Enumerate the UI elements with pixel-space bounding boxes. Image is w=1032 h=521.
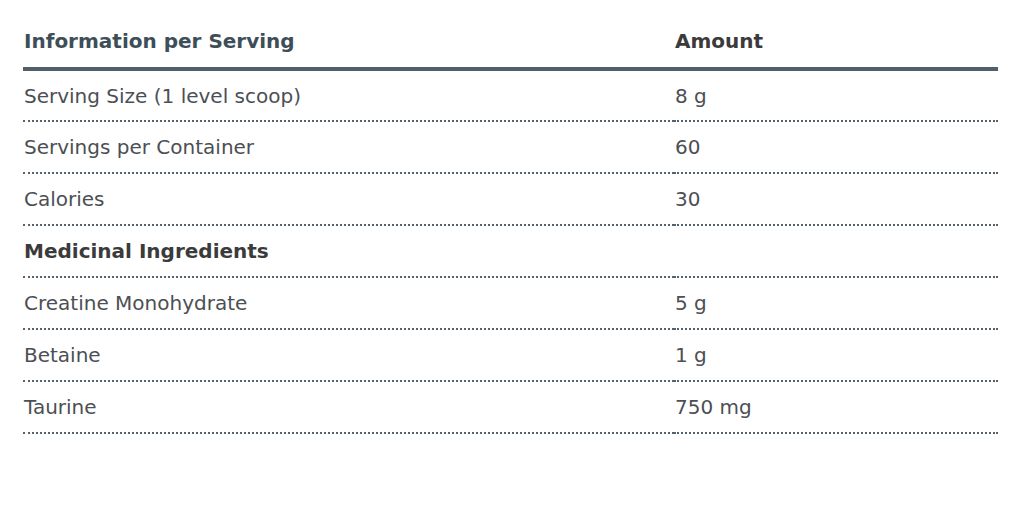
table-row: Taurine 750 mg: [23, 381, 998, 433]
row-amount: 60: [674, 121, 998, 173]
table-row: Servings per Container 60: [23, 121, 998, 173]
row-label: Creatine Monohydrate: [23, 277, 674, 329]
supplement-facts-table: Information per Serving Amount Serving S…: [23, 28, 998, 434]
table-row: Calories 30: [23, 173, 998, 225]
column-header-information-per-serving: Information per Serving: [23, 28, 674, 69]
supplement-facts-panel: Information per Serving Amount Serving S…: [0, 0, 1032, 434]
row-amount: 30: [674, 173, 998, 225]
row-amount: 8 g: [674, 69, 998, 121]
row-label: Serving Size (1 level scoop): [23, 69, 674, 121]
section-header-row: Medicinal Ingredients: [23, 225, 998, 277]
row-amount: 750 mg: [674, 381, 998, 433]
section-header-medicinal-ingredients: Medicinal Ingredients: [23, 225, 998, 277]
header-row: Information per Serving Amount: [23, 28, 998, 69]
column-header-amount: Amount: [674, 28, 998, 69]
row-label: Calories: [23, 173, 674, 225]
table-row: Serving Size (1 level scoop) 8 g: [23, 69, 998, 121]
table-row: Betaine 1 g: [23, 329, 998, 381]
row-label: Betaine: [23, 329, 674, 381]
table-row: Creatine Monohydrate 5 g: [23, 277, 998, 329]
row-label: Taurine: [23, 381, 674, 433]
row-amount: 1 g: [674, 329, 998, 381]
row-label: Servings per Container: [23, 121, 674, 173]
row-amount: 5 g: [674, 277, 998, 329]
